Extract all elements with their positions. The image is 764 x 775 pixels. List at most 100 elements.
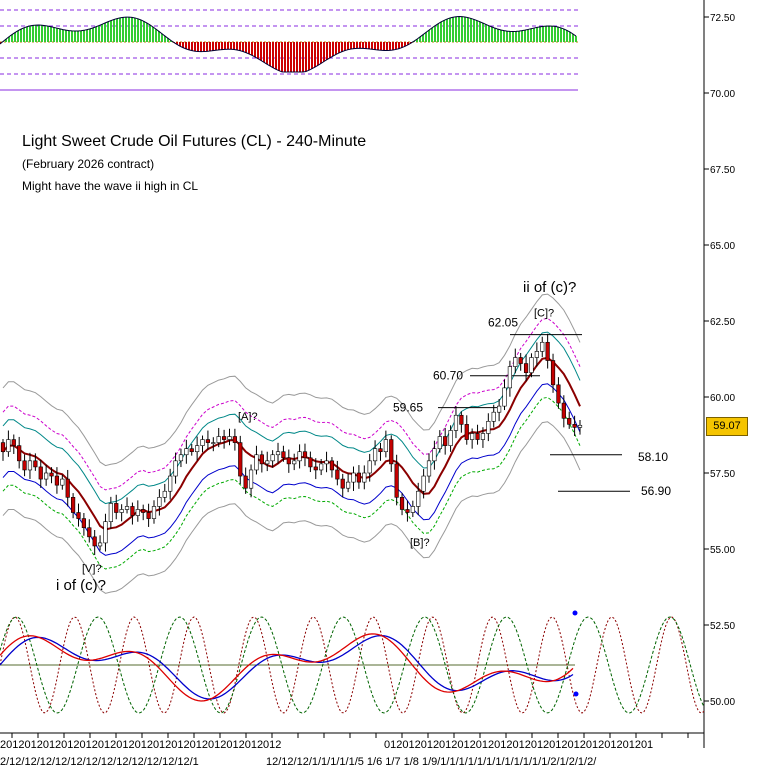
- candle-body: [97, 542, 103, 547]
- y-tick-label: 70.00: [710, 89, 735, 100]
- moving-average-line: [2, 356, 581, 531]
- wave-label: ii of (c)?: [523, 279, 576, 296]
- last-price-badge: 59.07: [706, 417, 748, 436]
- wave-label: [V]?: [82, 563, 102, 575]
- candle-body: [286, 457, 291, 465]
- candle-body: [243, 475, 248, 489]
- y-tick-label: 62.50: [710, 317, 735, 328]
- candle-body: [561, 402, 566, 419]
- y-tick-label: 67.50: [710, 165, 735, 176]
- candle-body: [211, 442, 216, 444]
- level-label-58.10: 58.10: [638, 450, 668, 464]
- level-label-56.90: 56.90: [641, 484, 671, 498]
- candle-body: [399, 497, 405, 510]
- chart-title: Light Sweet Crude Oil Futures (CL) - 240…: [22, 133, 367, 150]
- chart-subtitle: (February 2026 contract): [22, 157, 155, 171]
- level-label-62.05: 62.05: [488, 316, 518, 330]
- wave-labels: [A]? [V]? i of (c)? [B]? [C]? ii of (c)?: [56, 279, 576, 594]
- candle-body: [346, 481, 351, 489]
- candle-body: [254, 454, 259, 471]
- candle-body: [507, 366, 512, 389]
- candle-body: [372, 448, 378, 462]
- candle-body: [141, 509, 146, 513]
- candle-body: [448, 430, 453, 446]
- upper-dotted-band: [2, 317, 581, 491]
- candle-body: [108, 503, 113, 522]
- candle-body: [340, 478, 345, 489]
- candle-body: [157, 497, 162, 507]
- candle-body: [221, 436, 227, 440]
- candle-body: [200, 439, 205, 446]
- candle-body: [168, 475, 173, 492]
- wave-label: [A]?: [238, 411, 258, 423]
- candle-body: [523, 363, 529, 373]
- wave-label: [B]?: [410, 537, 430, 549]
- x-tick-labels-row1: 2012012012012012012012012012012012012012…: [0, 739, 281, 751]
- y-tick-label: 72.50: [710, 13, 735, 24]
- candlestick-series: [0, 333, 583, 556]
- candle-body: [162, 490, 167, 498]
- candle-body: [502, 387, 507, 407]
- oscillator-slow-line: [0, 633, 574, 702]
- candle-body: [151, 506, 157, 519]
- candle-body: [475, 433, 480, 440]
- candle-body: [513, 357, 518, 367]
- candle-body: [195, 445, 200, 453]
- wave-label: [C]?: [534, 307, 554, 319]
- candle-body: [335, 469, 340, 480]
- candle-body: [486, 421, 491, 434]
- y-tick-label: 57.50: [710, 469, 735, 480]
- lower-dotted-band: [2, 396, 581, 570]
- candle-body: [453, 414, 459, 431]
- lower-outer-band: [2, 421, 581, 594]
- candle-body: [6, 439, 11, 453]
- candle-body: [297, 451, 302, 462]
- candle-body: [534, 351, 539, 358]
- candle-body: [367, 460, 372, 474]
- candle-body: [275, 451, 281, 456]
- price-axis: 72.50 70.00 67.50 65.00 62.50 60.00 57.50 55.00…: [703, 0, 735, 748]
- candle-body: [22, 460, 27, 471]
- candle-body: [464, 424, 469, 440]
- candle-body: [470, 433, 475, 440]
- candle-body: [124, 506, 130, 510]
- candle-body: [184, 448, 189, 456]
- candle-body: [308, 457, 313, 468]
- candle-body: [146, 512, 151, 519]
- candle-body: [60, 478, 65, 486]
- candle-body: [103, 521, 108, 544]
- y-tick-label: 65.00: [710, 241, 735, 252]
- candle-body: [216, 436, 221, 443]
- candle-body: [378, 448, 383, 453]
- short-cycle-wave: [0, 616, 705, 714]
- envelope-bands: [2, 293, 581, 594]
- time-axis: 2012012012012012012012012012012012012012…: [0, 732, 704, 768]
- y-tick-label: 50.00: [710, 697, 735, 708]
- candle-body: [76, 512, 81, 519]
- oscillator-marker: [573, 691, 579, 697]
- y-tick-label: 55.00: [710, 545, 735, 556]
- candle-body: [232, 436, 237, 443]
- candle-body: [426, 460, 432, 477]
- candle-body: [238, 442, 243, 477]
- candle-body: [319, 463, 324, 471]
- candle-body: [270, 454, 275, 462]
- candle-body: [114, 503, 119, 513]
- level-label-59.65: 59.65: [393, 401, 423, 415]
- upper-outer-band: [2, 293, 581, 467]
- candle-body: [356, 472, 362, 483]
- x-tick-labels-row2: 2/12/12/12/12/12/12/12/12/12/12/12/12/1: [0, 756, 199, 768]
- candle-body: [0, 442, 6, 453]
- candle-body: [119, 509, 124, 513]
- candle-body: [65, 478, 70, 498]
- candle-body: [27, 460, 33, 471]
- candle-body: [248, 469, 254, 489]
- candle-body: [572, 424, 577, 428]
- candle-body: [292, 460, 297, 465]
- cycle-oscillator-panel: [0, 610, 705, 714]
- candle-body: [394, 463, 399, 498]
- medium-cycle-wave: [0, 616, 705, 714]
- candle-body: [265, 460, 270, 465]
- candle-body: [443, 436, 448, 446]
